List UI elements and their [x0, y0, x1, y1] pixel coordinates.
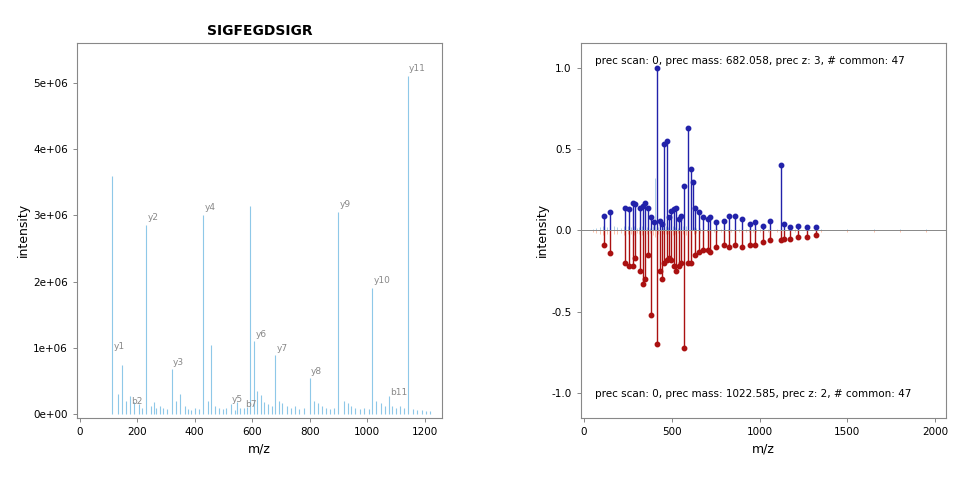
Text: y11: y11 — [409, 64, 426, 73]
Text: y3: y3 — [173, 358, 184, 367]
Text: y1: y1 — [113, 342, 125, 351]
X-axis label: m/z: m/z — [248, 442, 271, 455]
Text: b7: b7 — [245, 400, 256, 409]
Text: y8: y8 — [311, 367, 322, 376]
Text: y6: y6 — [255, 330, 267, 339]
Text: b2: b2 — [132, 397, 142, 407]
Text: y7: y7 — [276, 344, 287, 353]
Text: prec scan: 0, prec mass: 682.058, prec z: 3, # common: 47: prec scan: 0, prec mass: 682.058, prec z… — [595, 56, 905, 66]
Text: b11: b11 — [390, 388, 407, 397]
X-axis label: m/z: m/z — [752, 442, 775, 455]
Text: y2: y2 — [148, 213, 158, 222]
Text: prec scan: 0, prec mass: 1022.585, prec z: 2, # common: 47: prec scan: 0, prec mass: 1022.585, prec … — [595, 389, 912, 399]
Text: y4: y4 — [204, 203, 215, 212]
Text: y9: y9 — [340, 200, 350, 209]
Text: y10: y10 — [373, 276, 391, 285]
Y-axis label: intensity: intensity — [536, 204, 548, 257]
Title: SIGFEGDSIGR: SIGFEGDSIGR — [206, 24, 312, 38]
Y-axis label: intensity: intensity — [17, 204, 31, 257]
Text: y5: y5 — [231, 395, 243, 404]
